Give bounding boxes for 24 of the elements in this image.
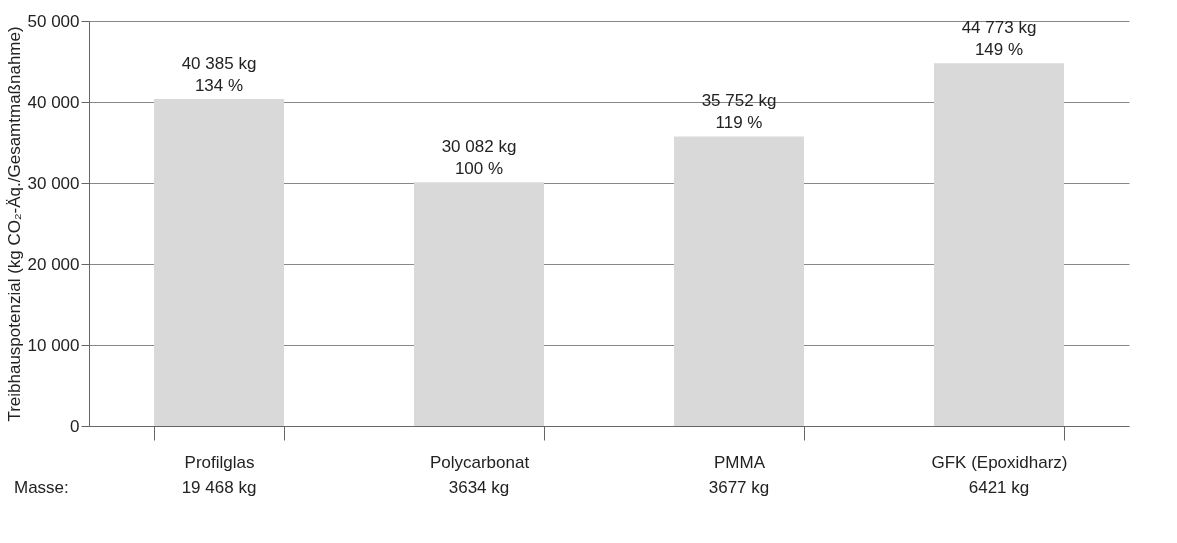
- y-tick-label: 10 000: [27, 335, 80, 355]
- x-tick-label: Polycarbonat: [429, 452, 530, 472]
- bar: [934, 63, 1064, 426]
- text: Masse:: [14, 478, 69, 497]
- text: 3634 kg: [448, 478, 510, 497]
- y-tick-label: 30 000: [27, 173, 80, 193]
- x-tick-label: GFK (Epoxidharz): [931, 452, 1068, 472]
- data-label: 44 773 kg 149 %: [961, 18, 1037, 60]
- bar: [674, 136, 804, 426]
- x-tick-label: PMMA: [714, 452, 766, 472]
- bar: [154, 98, 284, 426]
- text: 19 468 kg: [181, 478, 257, 497]
- text: 3677 kg: [708, 478, 770, 497]
- y-tick-label: 40 000: [27, 92, 80, 112]
- y-axis-title: Treibhauspotenzial (kg CO₂-Äq./Gesamtmaßnahme): [4, 26, 24, 422]
- x-tick-label: Profilglas: [184, 452, 255, 472]
- bar: [414, 182, 544, 426]
- y-tick-label: 0: [70, 416, 80, 436]
- data-label: 30 082 kg 100 %: [441, 137, 517, 179]
- y-tick-label: 50 000: [27, 11, 80, 31]
- text: 6421 kg: [968, 478, 1030, 497]
- data-label: 40 385 kg 134 %: [181, 53, 257, 95]
- data-label: 35 752 kg 119 %: [701, 91, 777, 133]
- y-tick-label: 20 000: [27, 254, 80, 274]
